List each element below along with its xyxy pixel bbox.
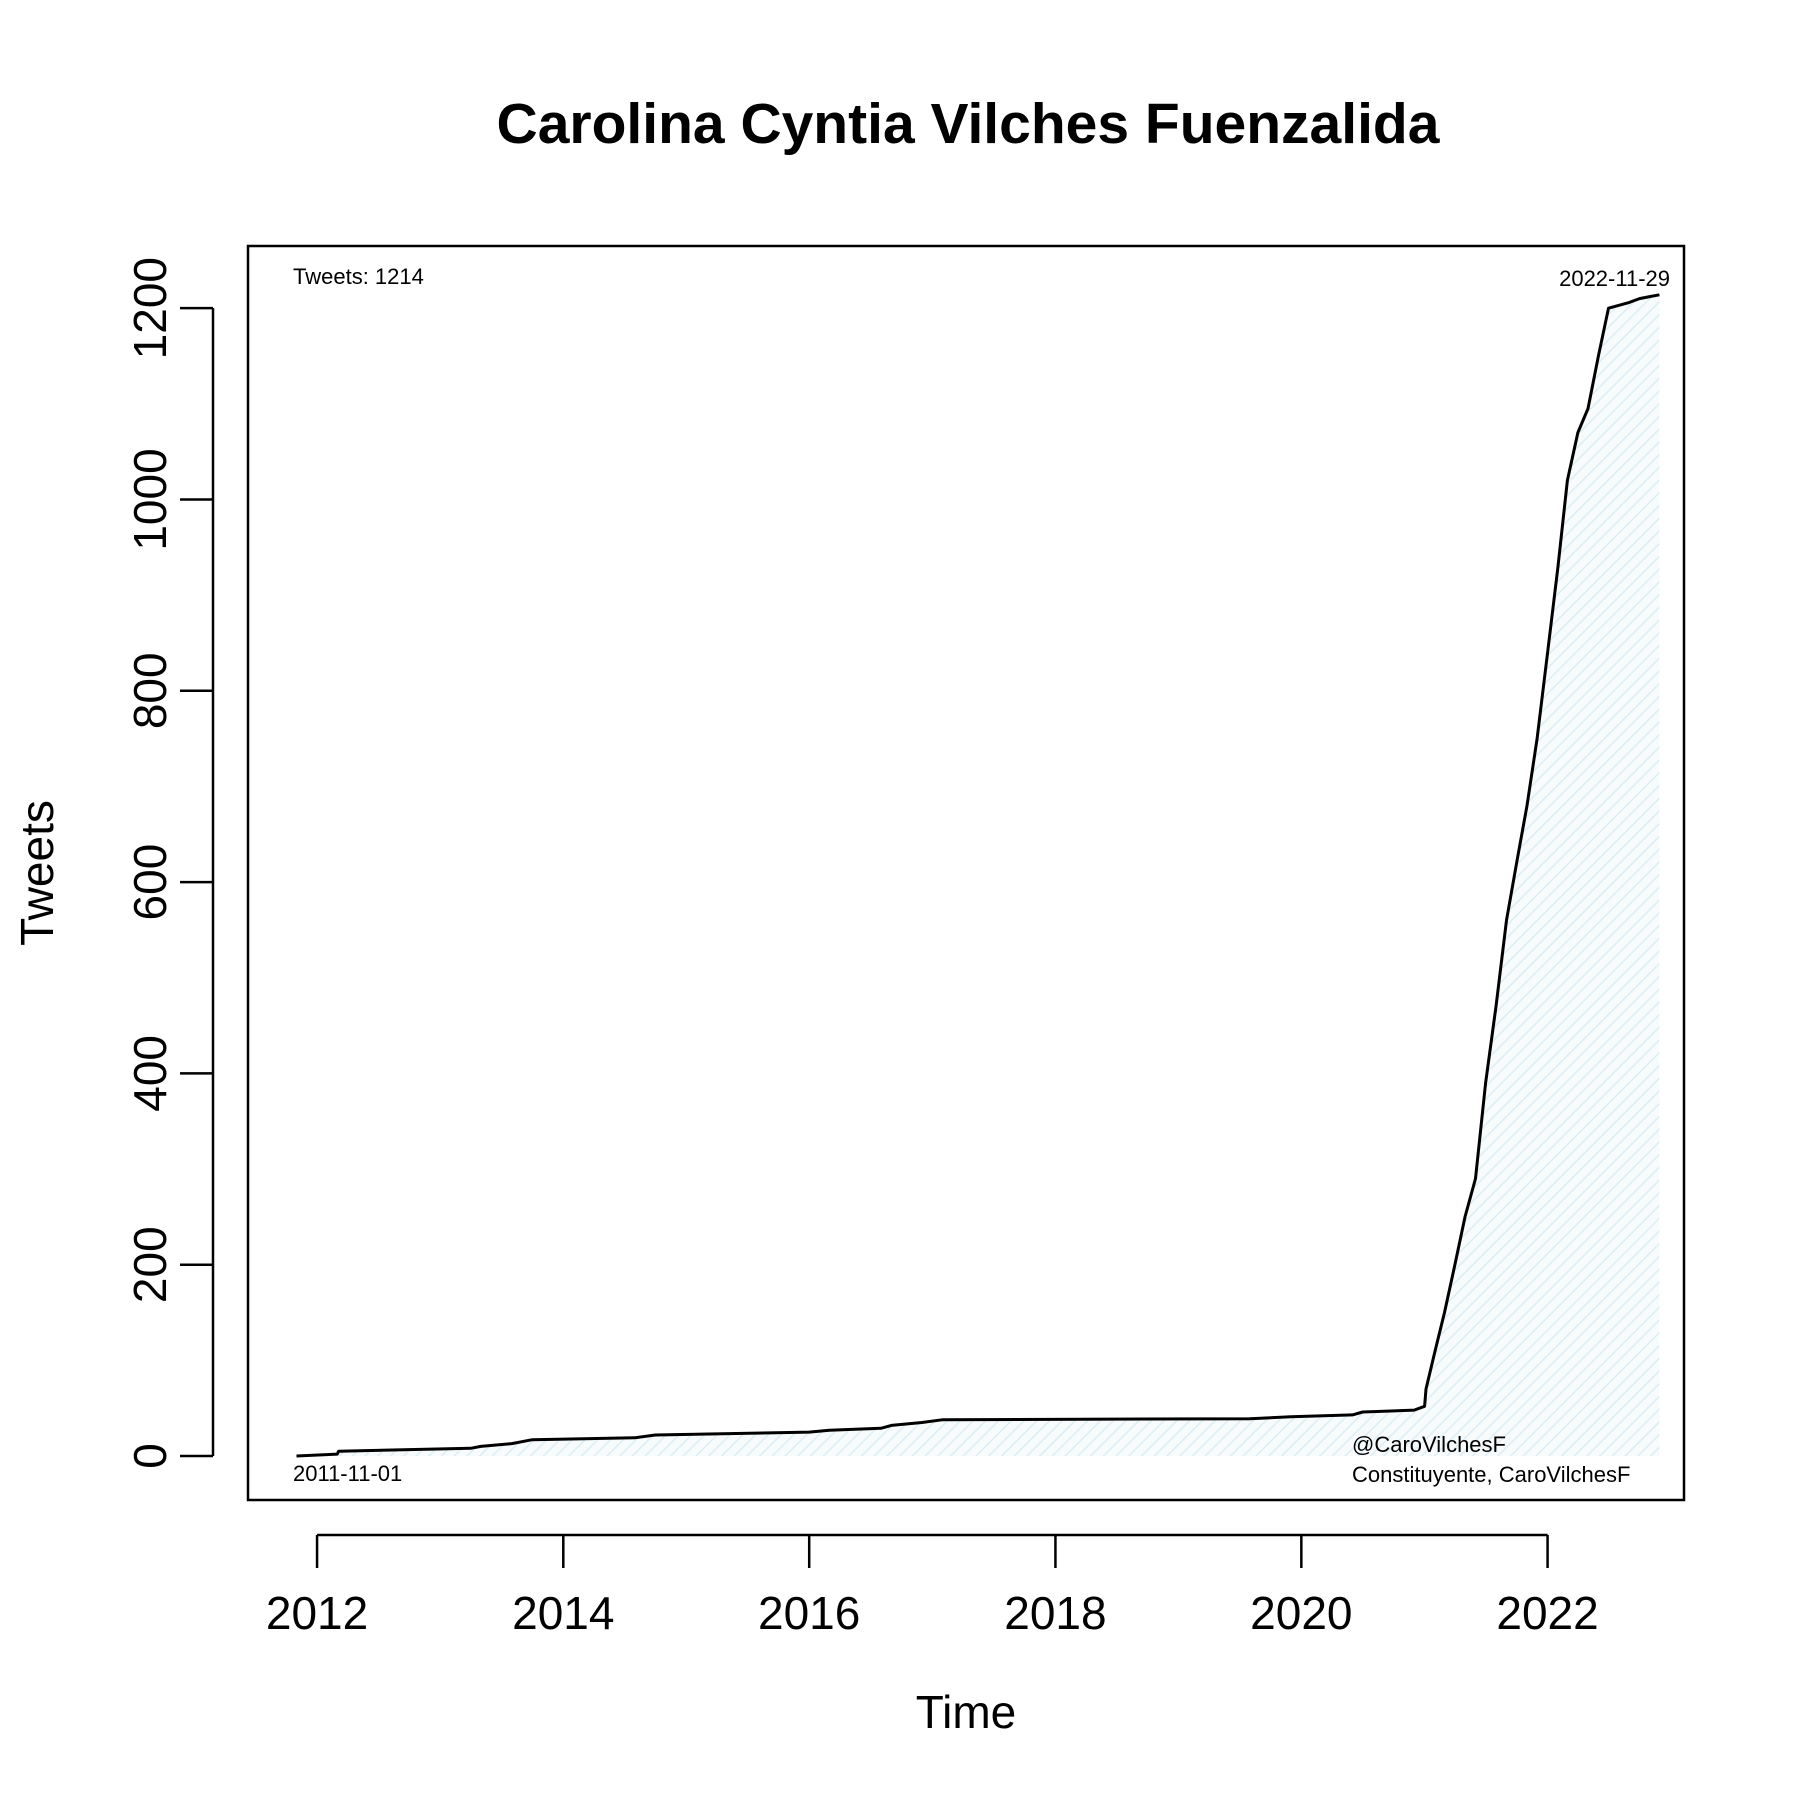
y-tick-label: 0 (124, 1443, 176, 1469)
annotation-tweet-count: Tweets: 1214 (293, 264, 424, 289)
annotation-handle: @CaroVilchesF (1352, 1432, 1506, 1457)
y-axis: 0 200 400 600 800 1000 1200 (124, 257, 215, 1469)
annotation-description: Constituyente, CaroVilchesF (1352, 1462, 1630, 1487)
y-tick-label: 800 (124, 652, 176, 729)
x-axis: 2012 2014 2016 2018 2020 2022 (266, 1533, 1599, 1639)
plot-frame (246, 244, 1686, 1502)
annotation-end-date: 2022-11-29 (1559, 266, 1670, 291)
tweets-series-line (296, 293, 1660, 1458)
area-under-curve (296, 294, 1660, 1456)
x-tick-label: 2022 (1496, 1587, 1598, 1639)
annotation-start-date: 2011-11-01 (293, 1461, 402, 1486)
x-tick-label: 2014 (512, 1587, 614, 1639)
y-tick-label: 400 (124, 1035, 176, 1112)
y-tick-label: 600 (124, 844, 176, 921)
x-tick-label: 2020 (1250, 1587, 1352, 1639)
x-tick-label: 2018 (1004, 1587, 1106, 1639)
y-axis-title: Tweets (11, 800, 63, 946)
x-axis-title: Time (916, 1686, 1017, 1738)
y-tick-label: 1200 (124, 257, 176, 359)
y-tick-label: 200 (124, 1226, 176, 1303)
chart-title: Carolina Cyntia Vilches Fuenzalida (497, 92, 1441, 156)
x-tick-label: 2016 (758, 1587, 860, 1639)
y-tick-label: 1000 (124, 448, 176, 550)
x-tick-label: 2012 (266, 1587, 368, 1639)
